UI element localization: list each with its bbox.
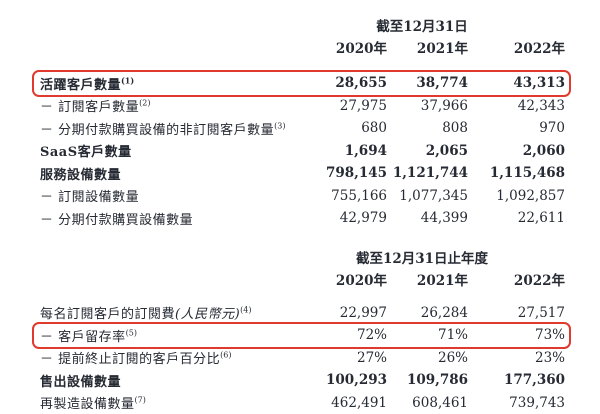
- value-2020: 28,655: [305, 75, 387, 91]
- value-2022: 177,360: [468, 372, 565, 388]
- row-label: － 提前終止訂閱的客戶百分比(6): [40, 348, 305, 367]
- value-2021: 808: [387, 120, 468, 136]
- value-2021: 38,774: [387, 75, 468, 91]
- footnote-marker: (7): [135, 396, 146, 405]
- row-label: 再製造設備數量(7): [40, 393, 305, 412]
- value-2020: 27,975: [305, 98, 387, 114]
- value-2021: 44,399: [387, 210, 468, 226]
- value-2021: 1,121,744: [387, 165, 468, 181]
- value-2022: 1,092,857: [468, 188, 565, 204]
- year-column-header: 2020年: [305, 269, 387, 289]
- table-row-remanufactured-devices: 再製造設備數量(7) 462,491 608,461 739,743: [40, 392, 565, 414]
- table-row-subscription-fee-per-customer: 每名訂閱客戶的訂閱費(人民幣元)(4) 22,997 26,284 27,517: [40, 302, 565, 325]
- year-column-header: 2021年: [387, 37, 468, 57]
- table1-years-row: 2020年 2021年 2022年: [40, 36, 565, 58]
- value-2021: 37,966: [387, 98, 468, 114]
- table-row-active-customers: 活躍客戶數量(1) 28,655 38,774 43,313: [40, 72, 565, 95]
- table-row-early-termination-percentage: － 提前終止訂閱的客戶百分比(6) 27% 26% 23%: [40, 347, 565, 370]
- table-row-installment-nonsubscription-customers: － 分期付款購買設備的非訂閱客戶數量(3) 680 808 970: [40, 117, 565, 140]
- footnote-marker: (3): [274, 121, 285, 130]
- value-2022: 2,060: [468, 143, 565, 159]
- value-2022: 739,743: [468, 395, 565, 411]
- value-2020: 100,293: [305, 372, 387, 388]
- table-row-devices-sold: 售出設備數量 100,293 109,786 177,360: [40, 369, 565, 392]
- row-label: 每名訂閱客戶的訂閱費(人民幣元)(4): [40, 303, 305, 322]
- value-2022: 1,115,468: [468, 165, 565, 181]
- row-label: － 訂閱設備數量: [40, 186, 305, 205]
- value-2020: 798,145: [305, 165, 387, 181]
- table-row-saas-customers: SaaS客戶數量 1,694 2,065 2,060: [40, 140, 565, 163]
- row-label: 活躍客戶數量(1): [40, 74, 305, 93]
- value-2022: 22,611: [468, 210, 565, 226]
- currency-note: (人民幣元): [175, 307, 240, 322]
- financial-report-page: 截至12月31日 2020年 2021年 2022年 活躍客戶數量(1) 28,…: [0, 0, 600, 400]
- footnote-marker: (2): [139, 99, 150, 108]
- year-column-header: 2022年: [468, 37, 565, 57]
- value-2020: 72%: [305, 327, 387, 343]
- value-2021: 26,284: [387, 305, 468, 321]
- spacer: [40, 230, 565, 246]
- row-label: SaaS客戶數量: [40, 141, 305, 160]
- metrics-sheet: 截至12月31日 2020年 2021年 2022年 活躍客戶數量(1) 28,…: [40, 14, 565, 414]
- table-row-customer-retention-rate: － 客戶留存率(5) 72% 71% 73%: [40, 324, 565, 347]
- row-label: － 客戶留存率(5): [40, 326, 305, 345]
- period-header: 截至12月31日: [305, 15, 565, 35]
- value-2020: 755,166: [305, 188, 387, 204]
- table-row-devices-in-service: 服務設備數量 798,145 1,121,744 1,115,468: [40, 162, 565, 185]
- value-2020: 462,491: [305, 395, 387, 411]
- table2-period-header-row: 截至12月31日止年度: [40, 246, 565, 268]
- period-header: 截至12月31日止年度: [305, 247, 565, 267]
- value-2022: 970: [468, 120, 565, 136]
- value-2022: 23%: [468, 350, 565, 366]
- footnote-marker: (4): [240, 306, 251, 315]
- table-row-subscription-customers: － 訂閱客戶數量(2) 27,975 37,966 42,343: [40, 95, 565, 118]
- value-2022: 43,313: [468, 75, 565, 91]
- row-label: － 訂閱客戶數量(2): [40, 96, 305, 115]
- table2-years-row: 2020年 2021年 2022年: [40, 268, 565, 290]
- year-column-header: 2021年: [387, 269, 468, 289]
- year-column-header: 2022年: [468, 269, 565, 289]
- spacer: [40, 58, 565, 72]
- table-row-subscription-devices: － 訂閱設備數量 755,166 1,077,345 1,092,857: [40, 185, 565, 208]
- value-2021: 26%: [387, 350, 468, 366]
- value-2021: 1,077,345: [387, 188, 468, 204]
- footnote-marker: (6): [220, 351, 231, 360]
- value-2021: 109,786: [387, 372, 468, 388]
- table-row-installment-devices: － 分期付款購買設備數量 42,979 44,399 22,611: [40, 207, 565, 230]
- year-column-header: 2020年: [305, 37, 387, 57]
- value-2022: 73%: [468, 327, 565, 343]
- value-2020: 22,997: [305, 305, 387, 321]
- table1-period-header-row: 截至12月31日: [40, 14, 565, 36]
- value-2022: 27,517: [468, 305, 565, 321]
- value-2020: 1,694: [305, 143, 387, 159]
- value-2020: 680: [305, 120, 387, 136]
- spacer: [40, 290, 565, 302]
- value-2021: 608,461: [387, 395, 468, 411]
- footnote-marker: (5): [126, 328, 137, 337]
- row-label: 服務設備數量: [40, 164, 305, 183]
- row-label: 售出設備數量: [40, 371, 305, 390]
- value-2021: 71%: [387, 327, 468, 343]
- value-2022: 42,343: [468, 98, 565, 114]
- footnote-marker: (1): [121, 75, 134, 85]
- row-label: － 分期付款購買設備數量: [40, 209, 305, 228]
- value-2021: 2,065: [387, 143, 468, 159]
- row-label: － 分期付款購買設備的非訂閱客戶數量(3): [40, 119, 305, 138]
- value-2020: 42,979: [305, 210, 387, 226]
- value-2020: 27%: [305, 350, 387, 366]
